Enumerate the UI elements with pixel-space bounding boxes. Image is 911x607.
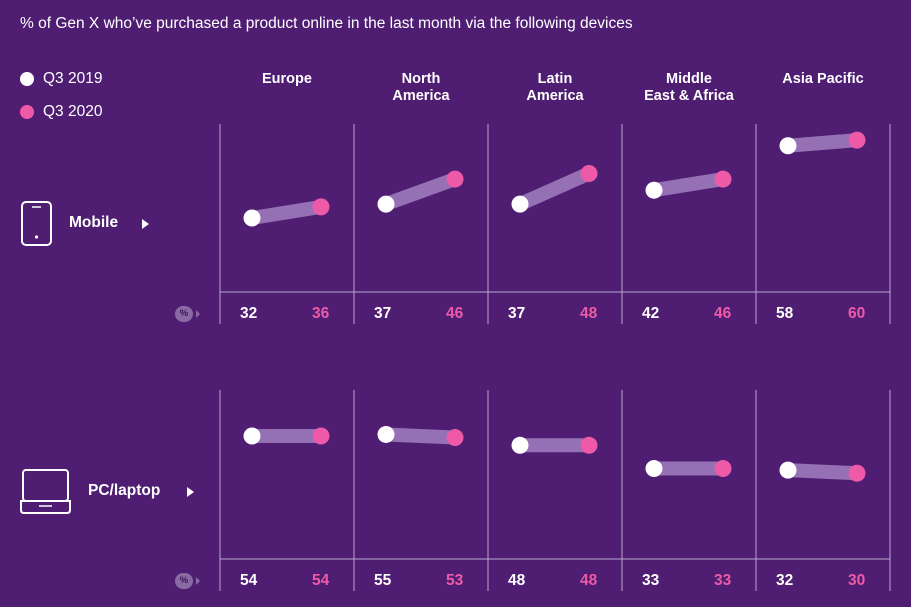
value-label-2019-0-0: 32 (240, 305, 258, 322)
point-2019-0-1 (377, 195, 395, 213)
point-2020-0-1 (446, 170, 464, 188)
row-label-1: PC/laptop (88, 482, 161, 499)
dumbbell-bar-1-1 (385, 427, 456, 445)
point-2019-1-0 (243, 427, 261, 445)
point-2020-0-0 (312, 198, 330, 216)
point-2020-1-3 (714, 460, 732, 478)
laptop-icon (22, 469, 69, 502)
region-label-1: North America (392, 71, 450, 104)
value-label-2020-0-2: 48 (580, 305, 598, 322)
row-label-0: Mobile (69, 214, 119, 231)
row-arrow-icon-0 (142, 219, 149, 229)
percent-arrow-1 (196, 577, 200, 585)
dumbbell-bar-0-1 (383, 172, 458, 211)
legend-dot-2019 (20, 72, 34, 86)
laptop-base (20, 500, 71, 514)
value-label-2019-0-1: 37 (374, 305, 392, 322)
value-label-2020-1-3: 33 (714, 572, 732, 589)
legend-label-2019: Q3 2019 (43, 70, 103, 87)
dumbbell-bar-0-2 (517, 167, 592, 211)
point-2020-1-4 (848, 464, 866, 482)
legend-item-2020: Q3 2020 (20, 103, 102, 121)
region-label-4: Asia Pacific (782, 71, 864, 87)
dumbbell-bar-0-4 (787, 133, 858, 153)
point-2019-0-2 (511, 195, 529, 213)
value-label-2019-0-3: 42 (642, 305, 660, 322)
legend-item-2019: Q3 2019 (20, 70, 102, 88)
point-2020-1-2 (580, 436, 598, 454)
point-2019-0-0 (243, 209, 261, 227)
region-label-3: Middle East & Africa (644, 71, 734, 104)
value-label-2020-0-1: 46 (446, 305, 464, 322)
value-label-2020-1-0: 54 (312, 572, 330, 589)
value-label-2019-0-2: 37 (508, 305, 526, 322)
row-arrow-icon-1 (187, 487, 194, 497)
value-label-2019-1-2: 48 (508, 572, 526, 589)
mobile-phone-icon (21, 201, 52, 246)
point-2020-1-0 (312, 427, 330, 445)
region-label-2: Latin America (526, 71, 584, 104)
value-label-2020-0-4: 60 (848, 305, 866, 322)
value-label-2019-1-1: 55 (374, 572, 392, 589)
dumbbell-bar-0-3 (652, 172, 725, 198)
percent-badge-0: % (175, 306, 193, 322)
point-2019-1-3 (645, 460, 663, 478)
value-label-2020-0-3: 46 (714, 305, 732, 322)
point-2020-0-4 (848, 131, 866, 149)
point-2019-1-4 (779, 461, 797, 479)
dumbbell-bar-0-0 (250, 199, 323, 225)
legend-label-2020: Q3 2020 (43, 103, 103, 120)
percent-arrow-0 (196, 310, 200, 318)
value-label-2019-1-0: 54 (240, 572, 258, 589)
value-label-2019-0-4: 58 (776, 305, 794, 322)
legend-dot-2020 (20, 105, 34, 119)
point-2020-0-3 (714, 170, 732, 188)
mobile-phone-button (34, 235, 39, 239)
point-2020-1-1 (446, 429, 464, 447)
value-label-2020-1-1: 53 (446, 572, 464, 589)
value-label-2020-1-2: 48 (580, 572, 598, 589)
value-label-2019-1-3: 33 (642, 572, 660, 589)
region-label-0: Europe (262, 71, 312, 87)
chart-title: % of Gen X who’ve purchased a product on… (20, 15, 633, 32)
point-2020-0-2 (580, 165, 598, 183)
point-2019-0-3 (645, 181, 663, 199)
value-label-2019-1-4: 32 (776, 572, 794, 589)
percent-badge-1: % (175, 573, 193, 589)
point-2019-1-2 (511, 436, 529, 454)
point-2019-0-4 (779, 137, 797, 155)
value-label-2020-1-4: 30 (848, 572, 866, 589)
dumbbell-bar-1-4 (787, 463, 858, 481)
point-2019-1-1 (377, 425, 395, 443)
value-label-2020-0-0: 36 (312, 305, 330, 322)
